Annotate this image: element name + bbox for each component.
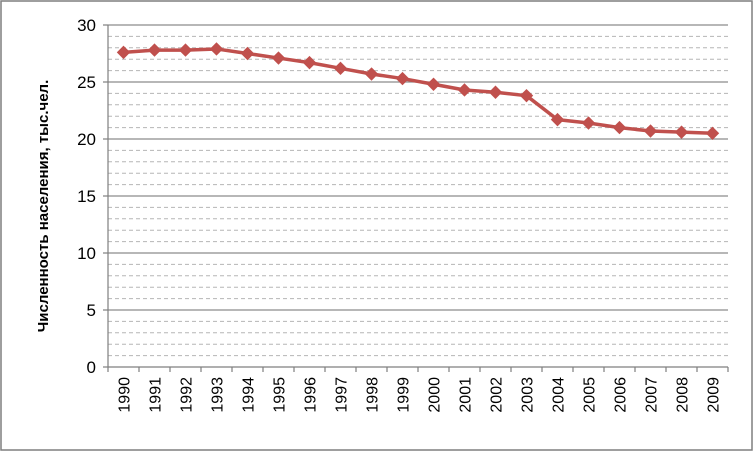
x-tick-label: 2001 [458,377,475,413]
x-tick-label: 1998 [365,377,382,413]
x-tick-label: 1995 [272,377,289,413]
y-tick-labels: 0 5 10 15 20 25 30 [77,16,96,377]
x-tick-label: 2005 [582,377,599,413]
x-tick-label: 2000 [427,377,444,413]
data-point-marker [643,124,658,138]
data-point-marker [333,61,348,76]
x-tick-label: 1994 [241,377,258,413]
y-tick-label: 10 [77,244,96,263]
y-tick-label: 0 [87,358,96,377]
y-tick-label: 5 [87,301,96,320]
data-point-marker [271,51,286,65]
grid [108,24,728,357]
data-point-marker [209,42,224,56]
data-point-marker [457,83,472,97]
data-point-marker [302,55,317,70]
data-point-marker [488,85,503,99]
x-tick-label: 1990 [117,377,134,413]
series [116,42,720,141]
x-tick-label: 2004 [551,377,568,413]
data-point-marker [519,88,534,103]
x-tick-label: 2002 [489,377,506,413]
axes [103,24,729,372]
data-point-marker [581,116,596,130]
data-point-marker [116,45,131,60]
x-tick-labels: 1990 1991 1992 1993 1994 1995 1996 1997 1998 1999… [117,377,723,413]
data-point-marker [178,43,193,57]
y-tick-label: 20 [77,130,96,149]
x-tick-label: 1999 [396,377,413,413]
data-point-marker [550,112,565,127]
x-tick-label: 1992 [179,377,196,413]
x-tick-label: 1991 [148,377,165,413]
x-tick-label: 2003 [520,377,537,413]
data-point-marker [364,67,379,81]
y-axis-label: Численность населения, тыс.чел. [35,80,52,332]
x-tick-label: 2008 [675,377,692,413]
x-tick-label: 2007 [644,377,661,413]
data-point-marker [240,46,255,61]
x-tick-label: 2006 [613,377,630,413]
x-tick-label: 1997 [334,377,351,413]
data-point-marker [612,120,627,135]
x-tick-label: 1993 [210,377,227,413]
x-tick-label: 1996 [303,377,320,413]
data-point-marker [426,77,441,91]
y-tick-label: 25 [77,73,96,92]
x-tick-label: 2009 [706,377,723,413]
data-point-marker [705,126,720,141]
data-point-marker [674,125,689,139]
data-point-marker [395,71,410,86]
y-tick-label: 30 [77,16,96,35]
data-point-marker [147,43,162,57]
y-tick-label: 15 [77,187,96,206]
